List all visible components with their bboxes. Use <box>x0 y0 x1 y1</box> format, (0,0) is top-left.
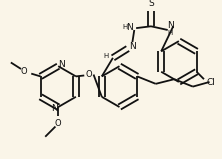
Text: N: N <box>51 104 58 113</box>
Text: O: O <box>20 67 27 76</box>
Text: O: O <box>86 70 92 79</box>
Text: N: N <box>126 23 133 32</box>
Text: N: N <box>59 60 65 69</box>
Text: H: H <box>122 24 128 30</box>
Text: Cl: Cl <box>206 78 215 87</box>
Text: N: N <box>167 21 174 30</box>
Text: S: S <box>148 0 154 8</box>
Text: O: O <box>55 119 61 128</box>
Text: H: H <box>168 30 173 36</box>
Text: N: N <box>129 42 136 51</box>
Text: H: H <box>103 53 108 59</box>
